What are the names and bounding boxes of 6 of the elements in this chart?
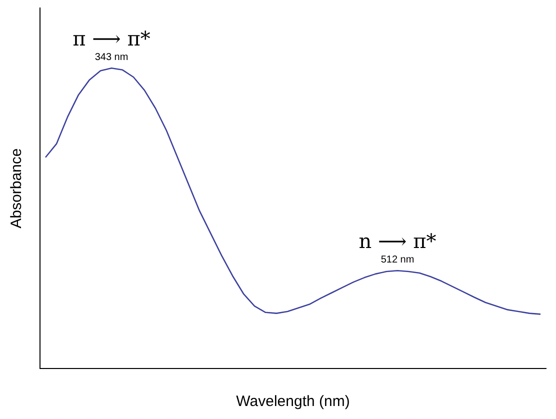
annotation: n ⟶ π* — [358, 228, 436, 253]
x-axis-title: Wavelength (nm) — [236, 393, 350, 410]
y-axis-title: Absorbance — [8, 148, 26, 228]
text: 343 nm — [94, 52, 128, 63]
text: π ⟶ π* — [72, 26, 150, 50]
annotation: 512 nm — [380, 254, 414, 266]
